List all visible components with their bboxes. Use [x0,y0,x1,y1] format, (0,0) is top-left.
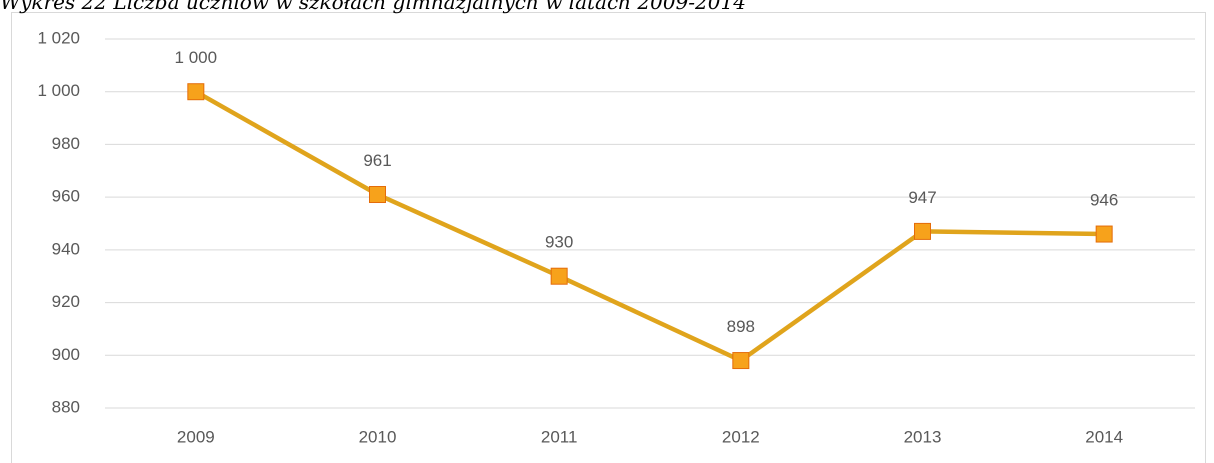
data-label: 898 [727,317,755,336]
x-tick-label: 2012 [722,427,760,446]
marker [732,352,750,370]
y-tick-label: 960 [52,187,80,206]
data-label: 946 [1090,191,1118,210]
x-tick-label: 2010 [359,427,397,446]
y-tick-label: 1 000 [37,81,80,100]
marker [550,267,568,285]
y-tick-label: 1 020 [37,28,80,47]
y-tick-label: 880 [52,397,80,416]
x-tick-label: 2014 [1085,427,1123,446]
marker [187,83,205,101]
data-label: 930 [545,233,573,252]
series-line [194,89,1105,363]
chart-border [11,12,1206,463]
x-tick-label: 2009 [177,427,215,446]
marker [1095,225,1113,243]
y-tick-label: 920 [52,292,80,311]
marker [369,186,386,204]
data-label: 1 000 [175,48,218,67]
x-tick-label: 2011 [541,427,578,446]
data-label: 961 [363,151,391,170]
y-tick-label: 940 [52,239,80,258]
x-tick-label: 2013 [904,427,942,446]
chart-title: Wykres 22 Liczba uczniów w szkołach gimn… [0,0,746,14]
y-tick-label: 900 [52,345,80,364]
marker [914,222,931,240]
y-tick-label: 980 [52,134,80,153]
data-label: 947 [908,188,936,207]
